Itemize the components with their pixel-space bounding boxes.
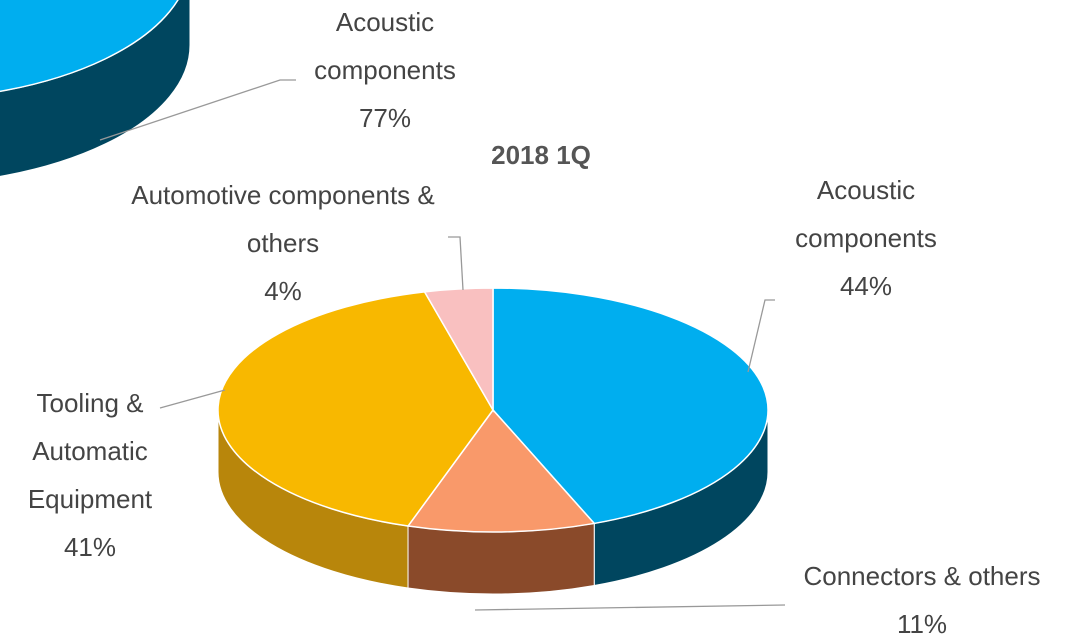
category: Automotive components & others [131, 180, 435, 258]
slice [406, 408, 596, 533]
category: Tooling & Automatic Equipment [27, 388, 153, 514]
slice [423, 287, 494, 413]
value-label: 11% [896, 609, 948, 637]
slice [217, 291, 494, 527]
slice-label: Tooling & Automatic Equipment 41% [5, 379, 175, 571]
value-label: 41% [63, 532, 117, 562]
leader-line [747, 299, 775, 373]
slice [0, 0, 179, 93]
slice-label: Acoustic components 44% [776, 166, 956, 310]
leader-line [448, 236, 464, 291]
category: Acoustic components [795, 175, 937, 253]
pies [0, 0, 769, 595]
slice-label: Connectors & others 11% [772, 552, 1072, 637]
value-label: 77% [358, 103, 412, 133]
slice-label: Automotive components & others 4% [113, 171, 453, 315]
leader-line [99, 79, 296, 141]
leader-line [474, 604, 786, 611]
value-label: 44% [839, 271, 893, 301]
slice-label: Acoustic components 77% [295, 0, 475, 142]
leader-line [159, 389, 226, 409]
category: Connectors & others [803, 561, 1041, 591]
slice-side [407, 522, 595, 595]
chart-title: 2018 1Q [491, 140, 591, 170]
slice [492, 287, 769, 525]
value-label: 4% [264, 276, 302, 306]
category: Acoustic components [314, 7, 456, 85]
